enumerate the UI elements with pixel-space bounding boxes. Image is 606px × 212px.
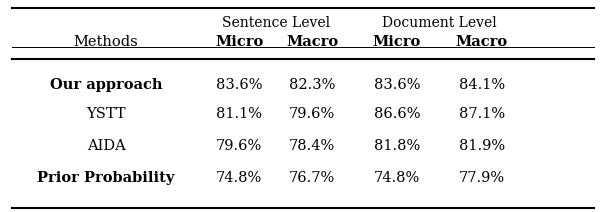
Text: 81.1%: 81.1% <box>216 107 262 121</box>
Text: 79.6%: 79.6% <box>289 107 335 121</box>
Text: 87.1%: 87.1% <box>459 107 505 121</box>
Text: 81.9%: 81.9% <box>459 139 505 153</box>
Text: Macro: Macro <box>456 35 508 49</box>
Text: 77.9%: 77.9% <box>459 171 505 185</box>
Text: Macro: Macro <box>286 35 338 49</box>
Text: 78.4%: 78.4% <box>289 139 335 153</box>
Text: AIDA: AIDA <box>87 139 125 153</box>
Text: Micro: Micro <box>215 35 264 49</box>
Text: Document Level: Document Level <box>382 16 497 30</box>
Text: 79.6%: 79.6% <box>216 139 262 153</box>
Text: 74.8%: 74.8% <box>216 171 262 185</box>
Text: Prior Probability: Prior Probability <box>38 171 175 185</box>
Text: 83.6%: 83.6% <box>374 78 420 92</box>
Text: 83.6%: 83.6% <box>216 78 262 92</box>
Text: Our approach: Our approach <box>50 78 162 92</box>
Text: Methods: Methods <box>74 35 138 49</box>
Text: 82.3%: 82.3% <box>289 78 335 92</box>
Text: 81.8%: 81.8% <box>374 139 420 153</box>
Text: 74.8%: 74.8% <box>374 171 420 185</box>
Text: Micro: Micro <box>373 35 421 49</box>
Text: YSTT: YSTT <box>86 107 126 121</box>
Text: Sentence Level: Sentence Level <box>222 16 330 30</box>
Text: 86.6%: 86.6% <box>374 107 420 121</box>
Text: 76.7%: 76.7% <box>289 171 335 185</box>
Text: 84.1%: 84.1% <box>459 78 505 92</box>
